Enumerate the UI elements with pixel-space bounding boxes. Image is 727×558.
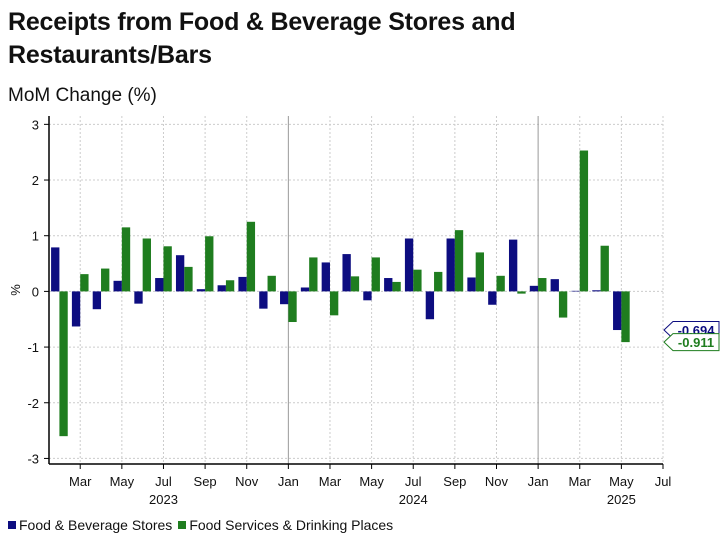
bar-series-1 [404,238,414,292]
bar-series-1 [571,290,580,292]
bar-series-2 [413,269,422,292]
bar-series-2 [101,268,110,292]
bar-series-1 [467,277,476,292]
bar-series-2 [434,271,443,292]
bar-series-2 [205,236,214,292]
bar-series-2 [454,230,464,292]
bar-series-1 [342,254,351,292]
chart-subtitle: MoM Change (%) [8,85,157,106]
bar-series-2 [163,246,172,292]
y-tick-label: 0 [32,284,39,299]
y-tick-label: 2 [32,173,39,188]
bar-series-1 [280,291,289,305]
bar-series-1 [175,255,185,292]
bar-series-1 [446,238,455,292]
bar-series-2 [80,274,89,292]
x-tick-label: Jul [655,474,672,489]
x-tick-label: Mar [319,474,342,489]
end-value-callout-2 [663,333,720,352]
year-label: 2023 [149,492,178,507]
bar-series-2 [517,291,526,294]
x-tick-label: Jan [528,474,549,489]
end-value-label-2: -0.911 [678,335,714,350]
bar-series-1 [51,247,60,292]
bar-series-2 [246,221,256,292]
bar-series-1 [238,276,247,292]
legend-swatch-series-2 [178,521,187,529]
y-tick-label: -2 [27,396,39,411]
bar-series-2 [496,275,505,292]
bar-series-1 [92,291,102,310]
bar-series-2 [600,245,609,292]
bar-series-1 [425,291,435,320]
chart-title: Receipts from Food & Beverage Stores and… [8,8,516,69]
x-tick-label: Sep [443,474,466,489]
bar-series-1 [550,279,559,292]
y-tick-label: -3 [27,451,39,466]
y-tick-label: 3 [32,117,39,132]
legend-swatch-series-1 [8,521,16,529]
bar-series-2 [225,280,235,292]
x-tick-label: Jul [405,474,422,489]
bar-series-2 [59,291,68,437]
legend-label-series-2: Food Services & Drinking Places [189,517,394,533]
y-tick-label: 1 [32,229,39,244]
x-tick-label: May [110,474,135,489]
x-tick-label: Nov [235,474,259,489]
bar-series-2 [621,291,630,343]
bar-series-2 [538,278,547,292]
x-tick-label: Mar [569,474,592,489]
bar-series-1 [300,287,310,292]
legend-label-series-1: Food & Beverage Stores [19,517,173,533]
bar-series-1 [217,285,226,292]
bar-series-2 [558,291,568,318]
bar-series-2 [579,150,589,292]
y-tick-label: -1 [27,340,39,355]
bar-series-1 [613,291,622,331]
x-tick-label: Jul [155,474,172,489]
bar-series-2 [329,291,339,316]
bar-series-2 [288,291,297,323]
bar-series-1 [363,291,372,301]
bar-series-2 [267,275,276,292]
x-tick-label: Sep [194,474,217,489]
bar-series-2 [371,257,380,292]
x-tick-label: May [359,474,384,489]
x-tick-label: May [609,474,634,489]
y-axis-label: % [8,284,23,296]
x-tick-label: Nov [485,474,509,489]
x-tick-label: Mar [69,474,92,489]
bar-series-1 [384,278,393,292]
bar-series-2 [392,281,401,292]
x-tick-label: Jan [278,474,299,489]
bar-series-1 [155,278,164,292]
bar-series-1 [529,285,539,292]
bar-series-1 [488,291,497,305]
bar-series-1 [321,262,330,292]
bar-series-1 [508,239,518,292]
year-label: 2025 [607,492,636,507]
bar-series-2 [350,276,360,292]
bar-series-1 [196,289,206,292]
year-label: 2024 [399,492,428,507]
bar-series-1 [71,291,81,327]
bar-series-1 [113,280,122,292]
bar-series-1 [134,291,143,304]
bar-series-2 [184,266,193,292]
bar-series-1 [259,291,268,309]
legend-item-food-beverage-stores: Food & Beverage Stores [8,517,172,533]
legend: Food & Beverage Stores Food Services & D… [8,517,399,533]
bar-series-2 [142,238,151,292]
bar-series-2 [309,257,318,292]
bar-series-2 [475,252,485,292]
bar-series-1 [592,290,601,292]
bar-series-2 [121,227,131,292]
legend-item-food-services: Food Services & Drinking Places [178,517,393,533]
